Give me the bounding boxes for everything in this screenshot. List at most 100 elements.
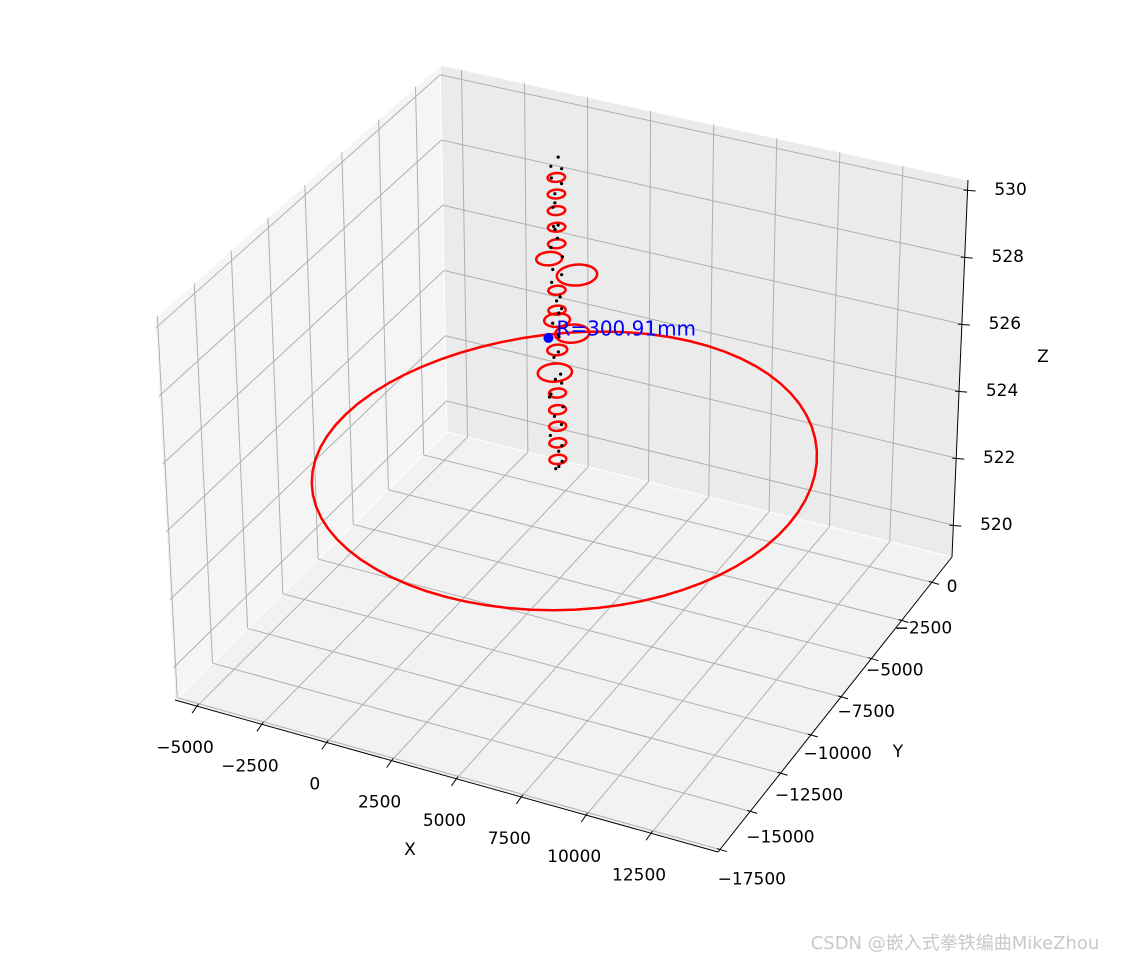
y-tick bbox=[807, 733, 818, 738]
point bbox=[547, 395, 552, 399]
x-tick-label: −2500 bbox=[221, 756, 279, 776]
x-tick bbox=[256, 721, 265, 732]
grid-line bbox=[169, 335, 446, 601]
x-tick-label: 2500 bbox=[358, 793, 401, 813]
grid-line bbox=[524, 83, 529, 453]
y-tick-label: −10000 bbox=[803, 744, 871, 764]
grid-line bbox=[520, 511, 770, 798]
pane-left bbox=[154, 63, 448, 702]
point bbox=[558, 295, 562, 299]
y-tick-label: −17500 bbox=[718, 869, 786, 889]
grid-line bbox=[708, 124, 715, 497]
grid-line bbox=[388, 489, 902, 622]
fit-circle bbox=[548, 436, 568, 449]
grid-line bbox=[442, 204, 962, 325]
point bbox=[554, 467, 558, 471]
x-tick bbox=[515, 793, 524, 805]
z-tick bbox=[957, 323, 970, 326]
x-tick-label: 7500 bbox=[488, 829, 531, 849]
x-tick bbox=[580, 811, 589, 823]
grid-line bbox=[440, 74, 968, 191]
grid-line bbox=[456, 496, 710, 780]
fit-circle bbox=[536, 362, 574, 383]
z-tick-label: 530 bbox=[994, 180, 1026, 200]
grid-line bbox=[828, 152, 841, 527]
z-tick bbox=[949, 524, 962, 527]
y-tick bbox=[777, 771, 788, 776]
fit-circle bbox=[546, 343, 569, 357]
z-tick-label: 520 bbox=[980, 515, 1012, 535]
point bbox=[555, 236, 560, 240]
x-tick bbox=[645, 829, 654, 841]
z-tick bbox=[954, 390, 968, 393]
fit-circle bbox=[546, 221, 567, 233]
point bbox=[560, 459, 564, 463]
grid-line bbox=[341, 152, 354, 525]
point bbox=[557, 449, 561, 453]
fit-circle bbox=[547, 387, 568, 399]
z-tick bbox=[952, 457, 965, 460]
grid-line bbox=[261, 451, 529, 725]
point bbox=[557, 311, 561, 315]
z-tick-label: 522 bbox=[983, 448, 1015, 468]
grid-line bbox=[172, 400, 447, 669]
point bbox=[556, 223, 560, 227]
y-tick bbox=[868, 657, 879, 662]
point bbox=[551, 267, 555, 272]
fit-circle bbox=[553, 323, 591, 344]
z-axis-line bbox=[951, 179, 969, 558]
point bbox=[549, 176, 553, 180]
point bbox=[551, 224, 556, 229]
point bbox=[560, 443, 564, 448]
y-tick-label: −15000 bbox=[746, 828, 814, 848]
grid-line bbox=[162, 204, 444, 465]
grid-line bbox=[768, 138, 778, 512]
point bbox=[553, 227, 557, 231]
y-tick-label: −5000 bbox=[866, 660, 924, 680]
point bbox=[556, 350, 560, 354]
fit-circle bbox=[547, 420, 568, 433]
fit-circle bbox=[546, 171, 567, 184]
x-tick-label: 12500 bbox=[612, 865, 666, 885]
y-tick bbox=[716, 848, 728, 853]
x-tick-label: 5000 bbox=[423, 811, 466, 831]
x-axis-label: X bbox=[404, 840, 416, 860]
panes bbox=[154, 63, 976, 853]
fit-circle bbox=[548, 453, 568, 466]
point bbox=[557, 464, 561, 469]
point bbox=[553, 201, 557, 205]
point bbox=[560, 167, 564, 171]
grid-line bbox=[585, 526, 830, 816]
point bbox=[559, 181, 564, 186]
point bbox=[560, 255, 565, 259]
grid-line bbox=[282, 593, 811, 736]
point bbox=[559, 372, 563, 376]
point bbox=[560, 307, 564, 311]
y-tick bbox=[898, 619, 909, 623]
grid-line bbox=[156, 315, 178, 698]
grid-line bbox=[391, 481, 649, 761]
grid-line bbox=[889, 165, 904, 542]
grid-line bbox=[423, 454, 933, 583]
z-tick-label: 524 bbox=[986, 381, 1018, 401]
grid-line bbox=[177, 697, 721, 851]
grid-line bbox=[155, 74, 441, 329]
center-point bbox=[543, 332, 554, 343]
z-tick-label: 526 bbox=[989, 314, 1021, 334]
fit-circle bbox=[542, 312, 572, 329]
point bbox=[549, 392, 553, 396]
y-tick-label: −12500 bbox=[775, 786, 843, 806]
point bbox=[549, 164, 553, 168]
fit-circle bbox=[555, 263, 599, 287]
point bbox=[561, 405, 565, 409]
point bbox=[552, 414, 557, 418]
grid-line bbox=[650, 541, 891, 834]
fit-circle bbox=[546, 188, 567, 200]
y-tick-label: −2500 bbox=[895, 619, 953, 639]
point bbox=[554, 299, 559, 303]
grid-line bbox=[158, 139, 442, 397]
watermark: CSDN @嵌入式拳铁编曲MikeZhou bbox=[811, 933, 1100, 954]
fit-circle bbox=[534, 250, 564, 267]
